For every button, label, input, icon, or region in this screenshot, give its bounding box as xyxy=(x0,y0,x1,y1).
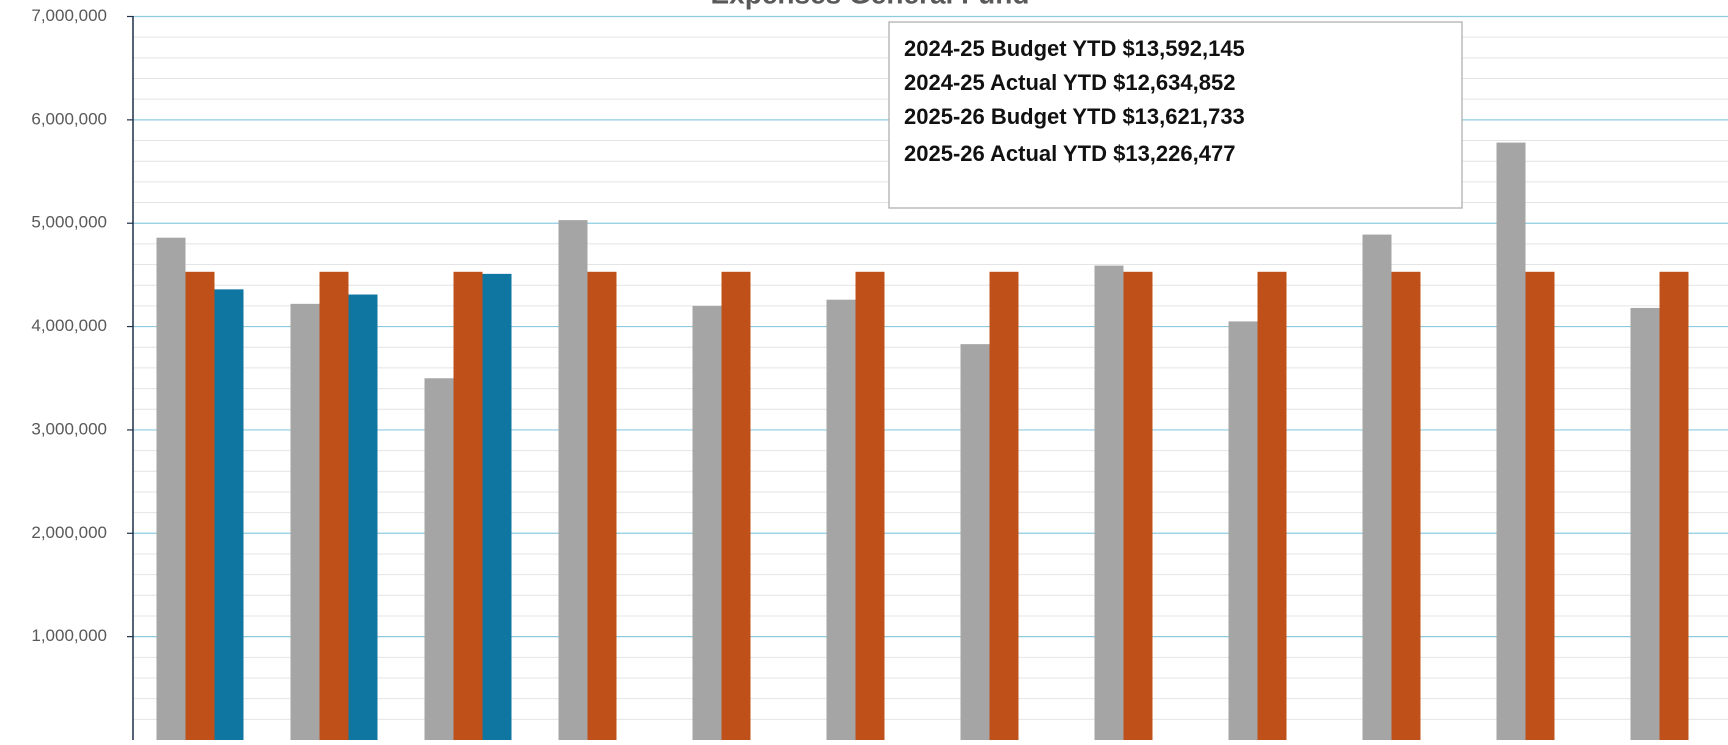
bar xyxy=(1094,265,1124,740)
bar xyxy=(348,294,378,740)
bar xyxy=(558,220,588,740)
bar xyxy=(1228,321,1258,740)
y-tick-label: 6,000,000 xyxy=(31,109,107,128)
bar xyxy=(453,271,483,740)
y-tick-label: 1,000,000 xyxy=(31,626,107,645)
chart-title: Expenses General Fund xyxy=(711,0,1030,9)
bar xyxy=(587,271,617,740)
y-tick-label: 7,000,000 xyxy=(31,6,107,25)
bar xyxy=(855,271,885,740)
bar xyxy=(290,303,320,740)
bar xyxy=(826,299,856,740)
bar xyxy=(692,305,722,740)
bar xyxy=(960,344,990,740)
bar xyxy=(319,271,349,740)
bar xyxy=(1496,142,1526,741)
bar xyxy=(214,289,244,740)
annotation: 2024-25 Actual YTD $12,634,852 xyxy=(904,70,1235,95)
bar xyxy=(1630,307,1660,740)
bar xyxy=(156,237,186,741)
bar xyxy=(482,273,512,740)
bar xyxy=(721,271,751,740)
bar xyxy=(185,271,215,740)
annotation-box xyxy=(888,21,1463,209)
annotation: 2025-26 Budget YTD $13,621,733 xyxy=(904,104,1245,129)
y-tick-label: 5,000,000 xyxy=(31,213,107,232)
bars xyxy=(156,142,1689,741)
bar xyxy=(1123,271,1153,740)
bar xyxy=(1391,271,1421,740)
y-tick-label: 3,000,000 xyxy=(31,419,107,438)
bar xyxy=(1362,234,1392,741)
annotation: 2025-26 Actual YTD $13,226,477 xyxy=(904,141,1235,166)
y-tick-label: 2,000,000 xyxy=(31,523,107,542)
bar xyxy=(1257,271,1287,740)
bar xyxy=(989,271,1019,740)
y-tick-label: 4,000,000 xyxy=(31,316,107,335)
bar xyxy=(424,378,454,740)
bar xyxy=(1659,271,1689,740)
bar xyxy=(1525,271,1555,740)
annotation: 2024-25 Budget YTD $13,592,145 xyxy=(904,36,1245,61)
